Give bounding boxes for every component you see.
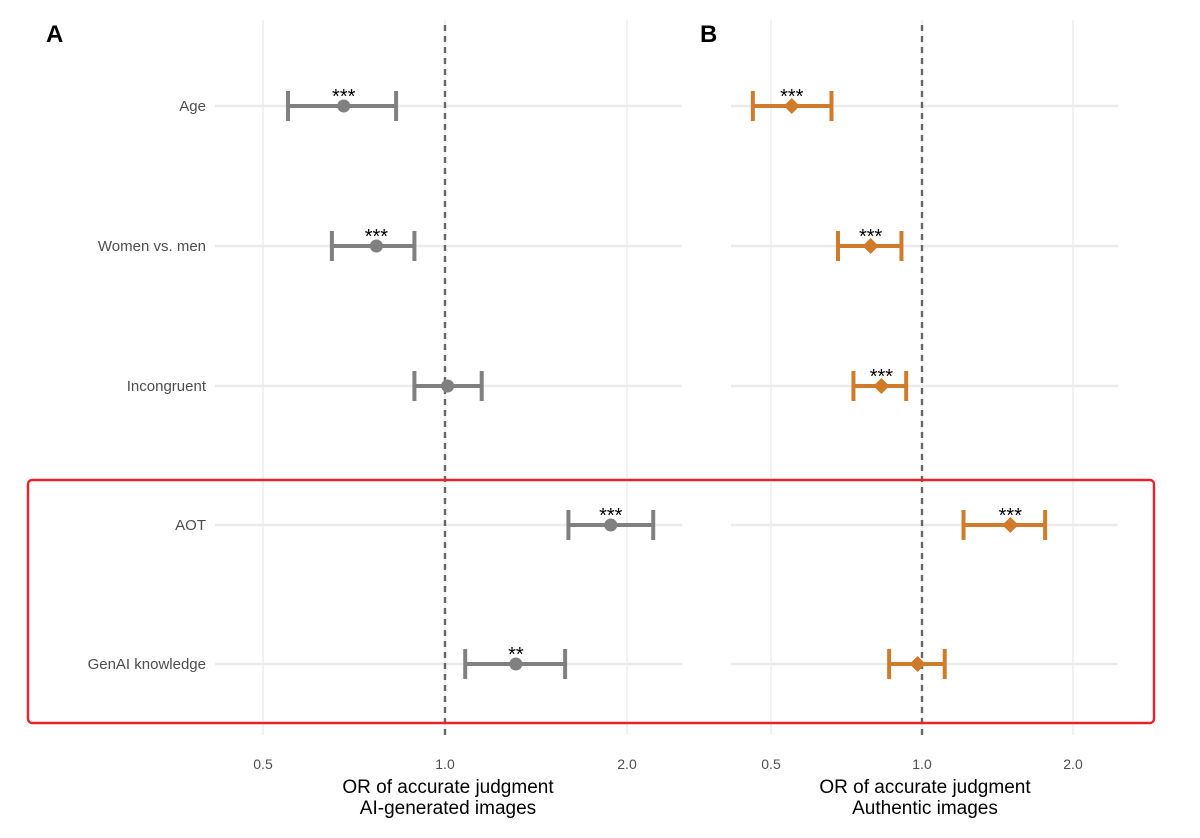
estimate-point (337, 99, 351, 113)
x-tick-label: 1.0 (435, 756, 455, 772)
panel-b: B 0.5 1.0 2.0 OR of accurate judgmentAuthent… (700, 20, 1118, 819)
panel-a: A Age Women vs. men Incongruent AOT GenAI kno… (46, 20, 682, 819)
category-label: GenAI knowledge (88, 656, 206, 673)
significance-label: *** (599, 505, 623, 527)
x-axis-title: AI-generated images (360, 798, 536, 819)
x-tick-label: 2.0 (1063, 756, 1083, 772)
estimate-point (873, 378, 890, 394)
x-axis-title: Authentic images (852, 798, 998, 819)
significance-label: *** (365, 226, 389, 248)
estimate-point (369, 239, 383, 253)
estimate-point (1002, 517, 1019, 533)
x-tick-label: 0.5 (253, 756, 273, 772)
estimate-point (862, 238, 879, 254)
significance-label: *** (780, 86, 804, 108)
significance-label: ** (508, 644, 524, 666)
significance-label: *** (332, 86, 356, 108)
x-tick-label: 1.0 (912, 756, 932, 772)
highlight-box (26, 478, 1156, 725)
estimate-point (441, 379, 455, 393)
panel-label: B (700, 21, 717, 48)
x-axis-title: OR of accurate judgment (819, 777, 1031, 798)
category-label: Women vs. men (98, 238, 206, 255)
x-axis-title: OR of accurate judgment (342, 777, 554, 798)
estimate-point (604, 518, 618, 532)
category-label: AOT (175, 517, 206, 534)
estimate-point (509, 657, 523, 671)
x-tick-label: 2.0 (617, 756, 637, 772)
significance-label: *** (859, 226, 883, 248)
panel-label: A (46, 21, 63, 48)
estimate-point (783, 98, 800, 114)
significance-label: *** (999, 505, 1023, 527)
estimate-point (909, 656, 926, 672)
significance-label: *** (870, 366, 894, 388)
category-label: Incongruent (127, 378, 207, 395)
category-label: Age (179, 98, 206, 115)
x-tick-label: 0.5 (761, 756, 781, 772)
